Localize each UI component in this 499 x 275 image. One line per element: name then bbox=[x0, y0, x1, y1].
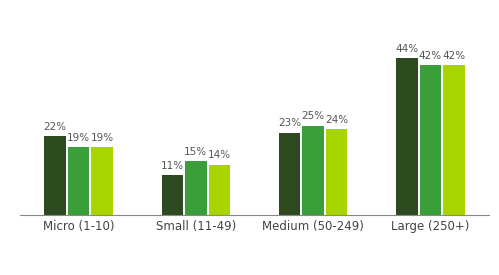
Bar bbox=[443, 65, 465, 214]
Text: 42%: 42% bbox=[442, 51, 466, 61]
Text: 11%: 11% bbox=[161, 161, 184, 171]
Text: 22%: 22% bbox=[43, 122, 67, 132]
Bar bbox=[396, 58, 418, 215]
Bar bbox=[420, 65, 441, 214]
Text: 44%: 44% bbox=[395, 44, 419, 54]
Bar bbox=[44, 136, 66, 214]
Bar bbox=[185, 161, 207, 214]
Bar bbox=[326, 129, 347, 214]
Bar bbox=[209, 165, 230, 214]
Text: 23%: 23% bbox=[278, 119, 301, 128]
Bar bbox=[68, 147, 89, 214]
Text: 25%: 25% bbox=[301, 111, 325, 121]
Bar bbox=[162, 175, 183, 215]
Text: 24%: 24% bbox=[325, 115, 348, 125]
Text: 14%: 14% bbox=[208, 150, 231, 160]
Bar bbox=[302, 126, 324, 214]
Text: 15%: 15% bbox=[184, 147, 208, 157]
Text: 19%: 19% bbox=[90, 133, 114, 143]
Text: 42%: 42% bbox=[419, 51, 442, 61]
Bar bbox=[91, 147, 113, 214]
Bar bbox=[279, 133, 300, 214]
Text: 19%: 19% bbox=[67, 133, 90, 143]
